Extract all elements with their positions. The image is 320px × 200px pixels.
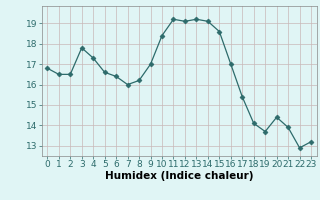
X-axis label: Humidex (Indice chaleur): Humidex (Indice chaleur) bbox=[105, 171, 253, 181]
